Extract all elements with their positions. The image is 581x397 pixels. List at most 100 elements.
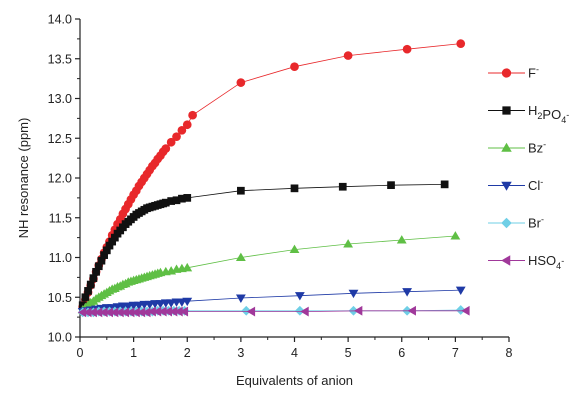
x-tick-label: 0 [77, 346, 84, 360]
legend-marker [501, 68, 512, 78]
legend-marker [501, 255, 511, 266]
data-point [104, 307, 113, 318]
data-point [456, 39, 466, 48]
x-tick-label: 5 [345, 346, 352, 360]
data-point [183, 194, 192, 202]
legend-item: HSO4- [488, 253, 564, 271]
data-point [235, 294, 246, 303]
data-point [177, 125, 187, 135]
series-layer [77, 39, 470, 318]
data-point [161, 144, 171, 153]
legend-marker [501, 181, 512, 191]
legend-marker [501, 217, 512, 229]
data-point [461, 305, 470, 316]
data-point [152, 306, 162, 317]
data-point [99, 307, 108, 318]
data-point [182, 262, 193, 272]
data-point [136, 307, 146, 318]
data-point [235, 252, 246, 261]
data-point [300, 306, 309, 317]
data-point [289, 244, 300, 254]
legend-charge: - [540, 177, 543, 187]
legend-label: H2PO4- [528, 103, 569, 125]
data-point [93, 307, 103, 318]
legend-item: Cl- [488, 177, 543, 193]
data-point [241, 305, 252, 316]
data-point [237, 186, 245, 195]
data-point [108, 237, 117, 246]
data-point [455, 286, 466, 295]
data-point [182, 120, 192, 130]
data-point [294, 305, 305, 316]
data-point [167, 197, 176, 205]
data-point [109, 307, 119, 318]
legend-label: Bz- [528, 140, 546, 156]
x-tick-label: 8 [506, 346, 513, 360]
y-ticks: 10.0 10.5 11.0 11.5 12.0 12.5 13.0 13.5 14.0 [48, 13, 80, 345]
data-point [105, 241, 114, 250]
series-line [82, 184, 445, 306]
data-point [115, 307, 124, 318]
y-tick-label: 10.0 [48, 331, 72, 345]
data-point [338, 182, 347, 191]
x-tick-label: 4 [291, 346, 298, 360]
legend-label: Br- [528, 215, 544, 231]
legend-charge: - [561, 256, 564, 266]
data-point [294, 292, 305, 301]
data-point [126, 307, 135, 318]
data-point [131, 307, 140, 318]
series-bz [77, 231, 461, 314]
legend-charge: - [536, 65, 539, 75]
data-point [174, 306, 183, 317]
data-point [147, 306, 156, 317]
data-point [97, 256, 106, 265]
data-point [161, 198, 170, 207]
x-tick-label: 6 [398, 346, 405, 360]
data-point [236, 78, 246, 87]
legend-label: HSO4- [528, 253, 564, 271]
x-tick-label: 2 [184, 346, 191, 360]
legend-charge: - [543, 140, 546, 150]
y-tick-label: 13.0 [48, 92, 72, 106]
data-point [89, 274, 98, 283]
data-point [83, 307, 92, 318]
data-point [120, 307, 130, 318]
data-point [402, 288, 413, 297]
data-point [100, 251, 108, 259]
legend: F- H2PO4- Bz- Cl- Br- HSO4- [488, 65, 569, 271]
x-tick-label: 3 [237, 346, 244, 360]
data-point [102, 246, 111, 255]
series-h2po4 [78, 180, 449, 310]
series-f [78, 39, 466, 312]
data-point [343, 51, 353, 60]
data-point [455, 305, 466, 315]
data-point [84, 287, 92, 295]
data-point [86, 280, 95, 289]
x-tick-label: 1 [130, 346, 137, 360]
data-point [407, 305, 416, 316]
data-point [172, 132, 181, 141]
x-axis-title: Equivalents of anion [236, 373, 353, 388]
data-point [343, 239, 354, 248]
data-point [450, 231, 461, 240]
legend-item: F- [488, 65, 539, 81]
data-point [396, 235, 407, 244]
data-point [182, 297, 193, 307]
y-tick-label: 11.0 [49, 251, 72, 265]
data-point [178, 194, 186, 203]
legend-label: F- [528, 65, 539, 81]
series-line [82, 235, 456, 311]
data-point [168, 306, 178, 317]
data-point [77, 307, 87, 318]
data-point [166, 137, 176, 147]
data-point [246, 306, 256, 317]
legend-marker [501, 142, 512, 152]
y-tick-label: 14.0 [48, 13, 72, 27]
y-tick-label: 12.5 [48, 132, 72, 146]
data-point [290, 184, 299, 193]
y-tick-label: 11.5 [49, 211, 72, 225]
data-point [172, 196, 181, 205]
data-point [81, 293, 90, 302]
legend-item: H2PO4- [488, 103, 569, 125]
data-point [92, 267, 100, 276]
